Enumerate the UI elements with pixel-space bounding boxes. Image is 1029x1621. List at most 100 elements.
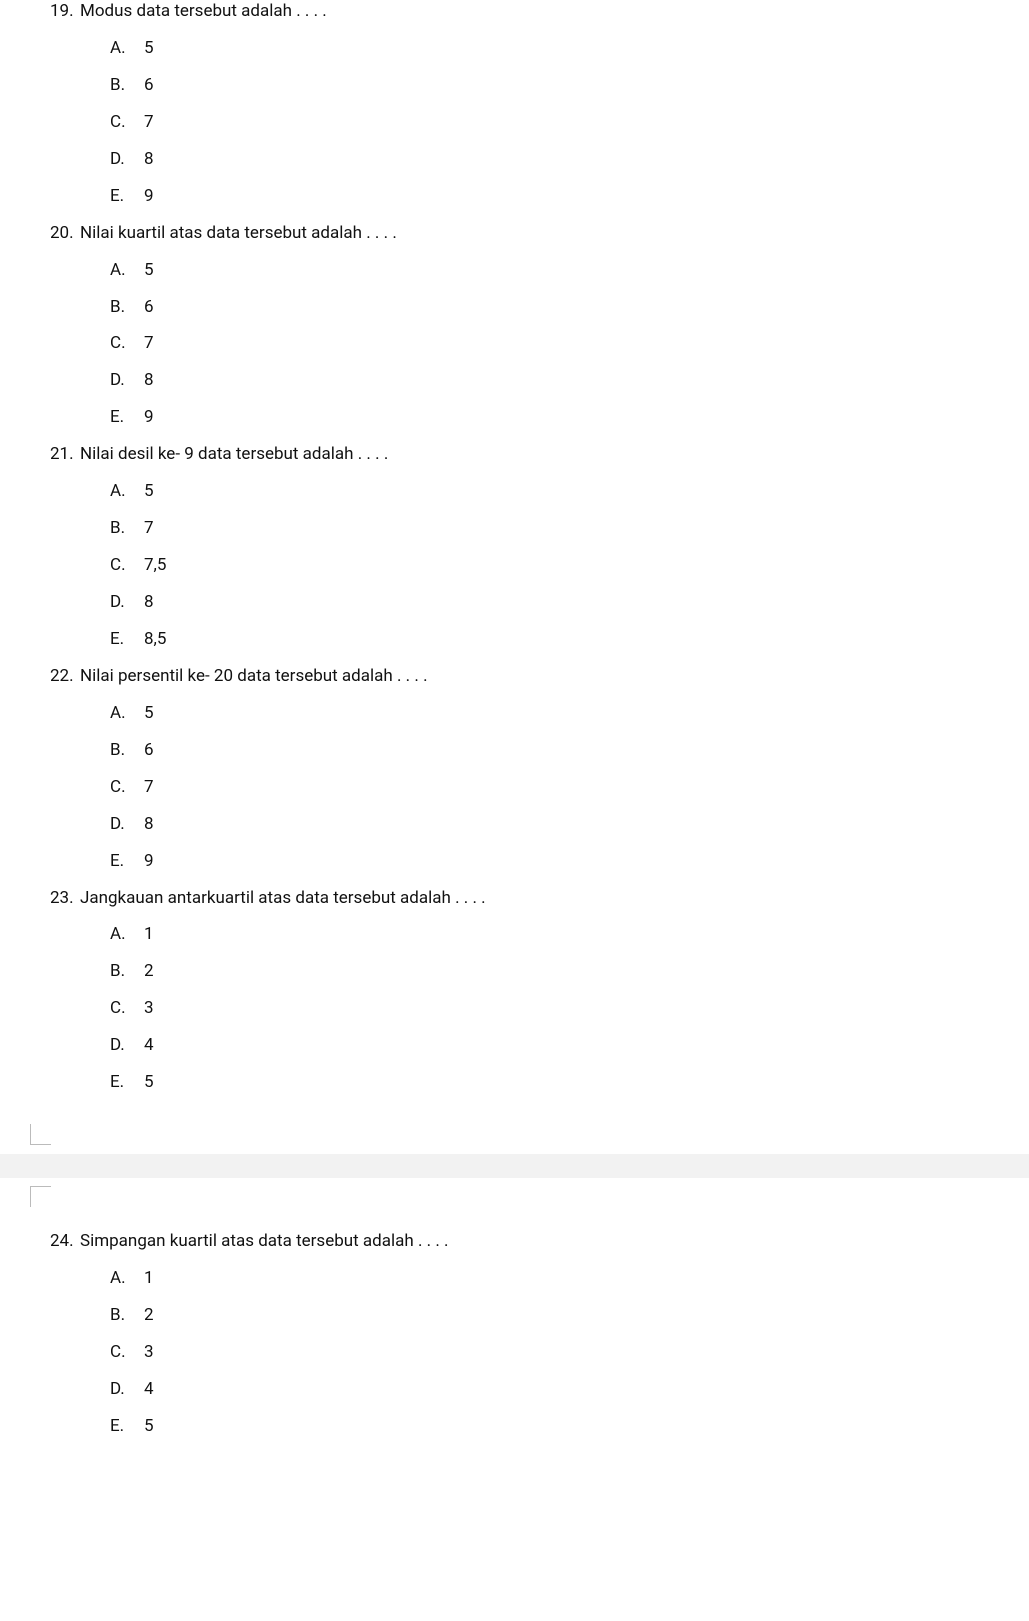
option-letter: D.	[110, 591, 144, 614]
option-letter: E.	[110, 628, 144, 651]
option-value: 9	[144, 185, 1029, 208]
option-value: 5	[144, 480, 1029, 503]
option-value: 4	[144, 1378, 1029, 1401]
option[interactable]: D.8	[110, 591, 1029, 614]
question: 20.Nilai kuartil atas data tersebut adal…	[0, 222, 1029, 430]
page-corner-top-icon	[30, 1124, 51, 1145]
option[interactable]: B.6	[110, 74, 1029, 97]
option[interactable]: B.2	[110, 960, 1029, 983]
options-list: A.1B.2C.3D.4E.5	[0, 923, 1029, 1094]
option-value: 4	[144, 1034, 1029, 1057]
option[interactable]: D.8	[110, 369, 1029, 392]
options-list: A.5B.6C.7D.8E.9	[0, 702, 1029, 873]
question-head: 21.Nilai desil ke- 9 data tersebut adala…	[0, 443, 1029, 466]
question-number: 19.	[50, 0, 80, 23]
question-text: Jangkauan antarkuartil atas data tersebu…	[80, 887, 1029, 910]
option-letter: D.	[110, 369, 144, 392]
option-value: 5	[144, 1071, 1029, 1094]
option-letter: B.	[110, 517, 144, 540]
option-letter: E.	[110, 1071, 144, 1094]
option-value: 6	[144, 739, 1029, 762]
option[interactable]: C.3	[110, 1341, 1029, 1364]
option-letter: A.	[110, 702, 144, 725]
option[interactable]: A.5	[110, 37, 1029, 60]
option[interactable]: B.2	[110, 1304, 1029, 1327]
option[interactable]: C.7	[110, 332, 1029, 355]
question-number: 21.	[50, 443, 80, 466]
options-list: A.5 B.6 C.7 D.8 E.9	[0, 259, 1029, 430]
option-letter: E.	[110, 850, 144, 873]
option-value: 2	[144, 1304, 1029, 1327]
option[interactable]: C.7	[110, 776, 1029, 799]
option-value: 7	[144, 776, 1029, 799]
option-value: 7	[144, 332, 1029, 355]
question-head: 23.Jangkauan antarkuartil atas data ters…	[0, 887, 1029, 910]
option-value: 1	[144, 1267, 1029, 1290]
option-letter: A.	[110, 1267, 144, 1290]
option[interactable]: B.7	[110, 517, 1029, 540]
page-break	[0, 1114, 1029, 1224]
option-letter: A.	[110, 480, 144, 503]
options-list: A.5B.7C.7,5D.8E.8,5	[0, 480, 1029, 651]
question-number: 23.	[50, 887, 80, 910]
option-value: 8	[144, 148, 1029, 171]
option-value: 9	[144, 850, 1029, 873]
option[interactable]: A.1	[110, 923, 1029, 946]
option-value: 3	[144, 1341, 1029, 1364]
option-value: 5	[144, 1415, 1029, 1438]
option-letter: D.	[110, 813, 144, 836]
option-value: 7,5	[144, 554, 1029, 577]
option-value: 8	[144, 813, 1029, 836]
question: 23.Jangkauan antarkuartil atas data ters…	[0, 887, 1029, 1095]
option-letter: A.	[110, 259, 144, 282]
option[interactable]: D.4	[110, 1034, 1029, 1057]
question-number: 22.	[50, 665, 80, 688]
option-letter: A.	[110, 923, 144, 946]
option-letter: E.	[110, 406, 144, 429]
option[interactable]: A.5	[110, 259, 1029, 282]
question: 24.Simpangan kuartil atas data tersebut …	[0, 1230, 1029, 1438]
option-letter: A.	[110, 37, 144, 60]
option[interactable]: A.5	[110, 480, 1029, 503]
option[interactable]: E.5	[110, 1071, 1029, 1094]
option[interactable]: E.9	[110, 850, 1029, 873]
question-number: 24.	[50, 1230, 80, 1253]
option[interactable]: A.5	[110, 702, 1029, 725]
question-number: 20.	[50, 222, 80, 245]
option[interactable]: D.8	[110, 813, 1029, 836]
option[interactable]: B.6	[110, 739, 1029, 762]
option-value: 6	[144, 74, 1029, 97]
question-text: Nilai desil ke- 9 data tersebut adalah .…	[80, 443, 1029, 466]
option[interactable]: E.8,5	[110, 628, 1029, 651]
option-letter: E.	[110, 1415, 144, 1438]
question-text: Nilai persentil ke- 20 data tersebut ada…	[80, 665, 1029, 688]
option[interactable]: D.8	[110, 148, 1029, 171]
page-gap-band	[0, 1154, 1029, 1178]
question-text: Simpangan kuartil atas data tersebut ada…	[80, 1230, 1029, 1253]
question-head: 20.Nilai kuartil atas data tersebut adal…	[0, 222, 1029, 245]
question-head: 24.Simpangan kuartil atas data tersebut …	[0, 1230, 1029, 1253]
option[interactable]: C.7	[110, 111, 1029, 134]
question-head: 19.Modus data tersebut adalah . . . .	[0, 0, 1029, 23]
option[interactable]: B.6	[110, 296, 1029, 319]
option-letter: D.	[110, 1378, 144, 1401]
option-value: 1	[144, 923, 1029, 946]
option-letter: B.	[110, 1304, 144, 1327]
option-letter: C.	[110, 332, 144, 355]
option-letter: C.	[110, 776, 144, 799]
option-value: 6	[144, 296, 1029, 319]
question: 21.Nilai desil ke- 9 data tersebut adala…	[0, 443, 1029, 651]
option-letter: B.	[110, 739, 144, 762]
option[interactable]: E.9	[110, 185, 1029, 208]
option[interactable]: A.1	[110, 1267, 1029, 1290]
option-letter: C.	[110, 111, 144, 134]
option[interactable]: D.4	[110, 1378, 1029, 1401]
option-value: 8,5	[144, 628, 1029, 651]
option-letter: D.	[110, 1034, 144, 1057]
option-value: 8	[144, 591, 1029, 614]
option-value: 3	[144, 997, 1029, 1020]
option[interactable]: C.3	[110, 997, 1029, 1020]
option[interactable]: E.5	[110, 1415, 1029, 1438]
option[interactable]: E.9	[110, 406, 1029, 429]
option[interactable]: C.7,5	[110, 554, 1029, 577]
